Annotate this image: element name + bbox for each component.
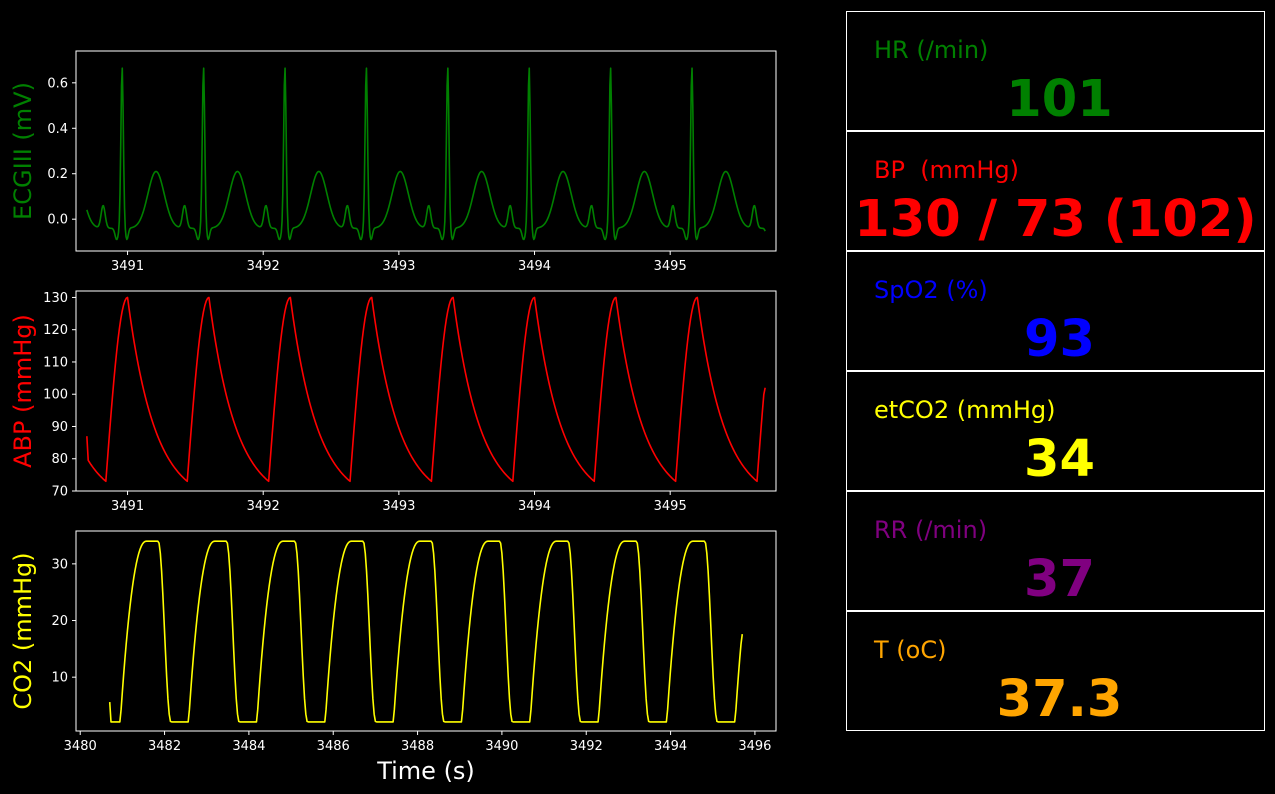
y-tick-label: 0.2 <box>47 167 68 182</box>
co2-chart: 3480 3482 3484 3486 3488 3490 3492 3494 3496 10 20… <box>9 530 777 785</box>
x-tick-label: 3494 <box>518 499 551 514</box>
x-tick-label: 3494 <box>518 259 551 274</box>
hr-label: HR (/min) <box>874 36 989 64</box>
x-tick-label: 3493 <box>382 499 415 514</box>
temp-panel: T (oC) 37.3 <box>846 611 1265 731</box>
x-tick-label: 3491 <box>111 499 144 514</box>
bp-panel: BP (mmHg) 130 / 73 (102) <box>846 131 1265 251</box>
x-tick-label: 3492 <box>570 739 603 754</box>
x-tick-label: 3495 <box>654 259 687 274</box>
y-tick-label: 10 <box>51 671 68 686</box>
x-tick-label: 3496 <box>738 739 771 754</box>
y-tick-label: 80 <box>51 452 68 467</box>
y-axis-label: ABP (mmHg) <box>9 314 37 468</box>
y-tick-label: 100 <box>43 388 68 403</box>
spo2-label: SpO2 (%) <box>874 276 988 304</box>
etco2-label: etCO2 (mmHg) <box>874 396 1056 424</box>
waveform-line <box>86 296 766 483</box>
plot-frame <box>75 50 777 252</box>
rr-panel: RR (/min) 37 <box>846 491 1265 611</box>
y-tick-label: 30 <box>51 557 68 572</box>
temp-label: T (oC) <box>874 636 947 664</box>
temp-value: 37.3 <box>996 670 1123 729</box>
y-tick-label: 70 <box>51 485 68 500</box>
plot-frame <box>75 530 777 732</box>
y-tick-label: 0.0 <box>47 213 68 228</box>
x-tick-label: 3486 <box>317 739 350 754</box>
y-tick-label: 0.4 <box>47 122 68 137</box>
x-tick-label: 3482 <box>148 739 181 754</box>
bp-label: BP (mmHg) <box>874 156 1019 184</box>
y-tick-label: 130 <box>43 291 68 306</box>
y-axis-label: CO2 (mmHg) <box>9 552 37 709</box>
hr-panel: HR (/min) 101 <box>846 11 1265 131</box>
x-tick-label: 3494 <box>654 739 687 754</box>
y-axis-label: ECGIII (mV) <box>9 82 37 220</box>
bp-value: 130 / 73 (102) <box>854 190 1257 249</box>
waveform-line <box>108 540 744 723</box>
rr-label: RR (/min) <box>874 516 988 544</box>
x-tick-label: 3488 <box>401 739 434 754</box>
y-tick-label: 0.6 <box>47 76 68 91</box>
x-tick-label: 3491 <box>111 259 144 274</box>
y-tick-label: 110 <box>43 355 68 370</box>
x-tick-label: 3495 <box>654 499 687 514</box>
abp-chart: 3491 3492 3493 3494 3495 70 80 90 100 110 120 130 AB… <box>9 290 777 514</box>
x-tick-label: 3480 <box>64 739 97 754</box>
x-tick-label: 3492 <box>247 259 280 274</box>
y-tick-label: 20 <box>51 614 68 629</box>
rr-value: 37 <box>1024 550 1095 609</box>
spo2-panel: SpO2 (%) 93 <box>846 251 1265 371</box>
etco2-panel: etCO2 (mmHg) 34 <box>846 371 1265 491</box>
x-tick-label: 3493 <box>382 259 415 274</box>
x-tick-label: 3492 <box>247 499 280 514</box>
x-tick-label: 3490 <box>485 739 518 754</box>
hr-value: 101 <box>1006 70 1113 129</box>
x-tick-label: 3484 <box>232 739 265 754</box>
ecg-chart: 3491 3492 3493 3494 3495 0.0 0.2 0.4 0.6 ECGIII (… <box>9 50 777 274</box>
x-axis-label: Time (s) <box>376 757 475 785</box>
waveform-line <box>86 67 766 241</box>
y-tick-label: 120 <box>43 323 68 338</box>
etco2-value: 34 <box>1024 430 1095 489</box>
spo2-value: 93 <box>1024 310 1095 369</box>
plot-frame <box>75 290 777 492</box>
y-tick-label: 90 <box>51 420 68 435</box>
